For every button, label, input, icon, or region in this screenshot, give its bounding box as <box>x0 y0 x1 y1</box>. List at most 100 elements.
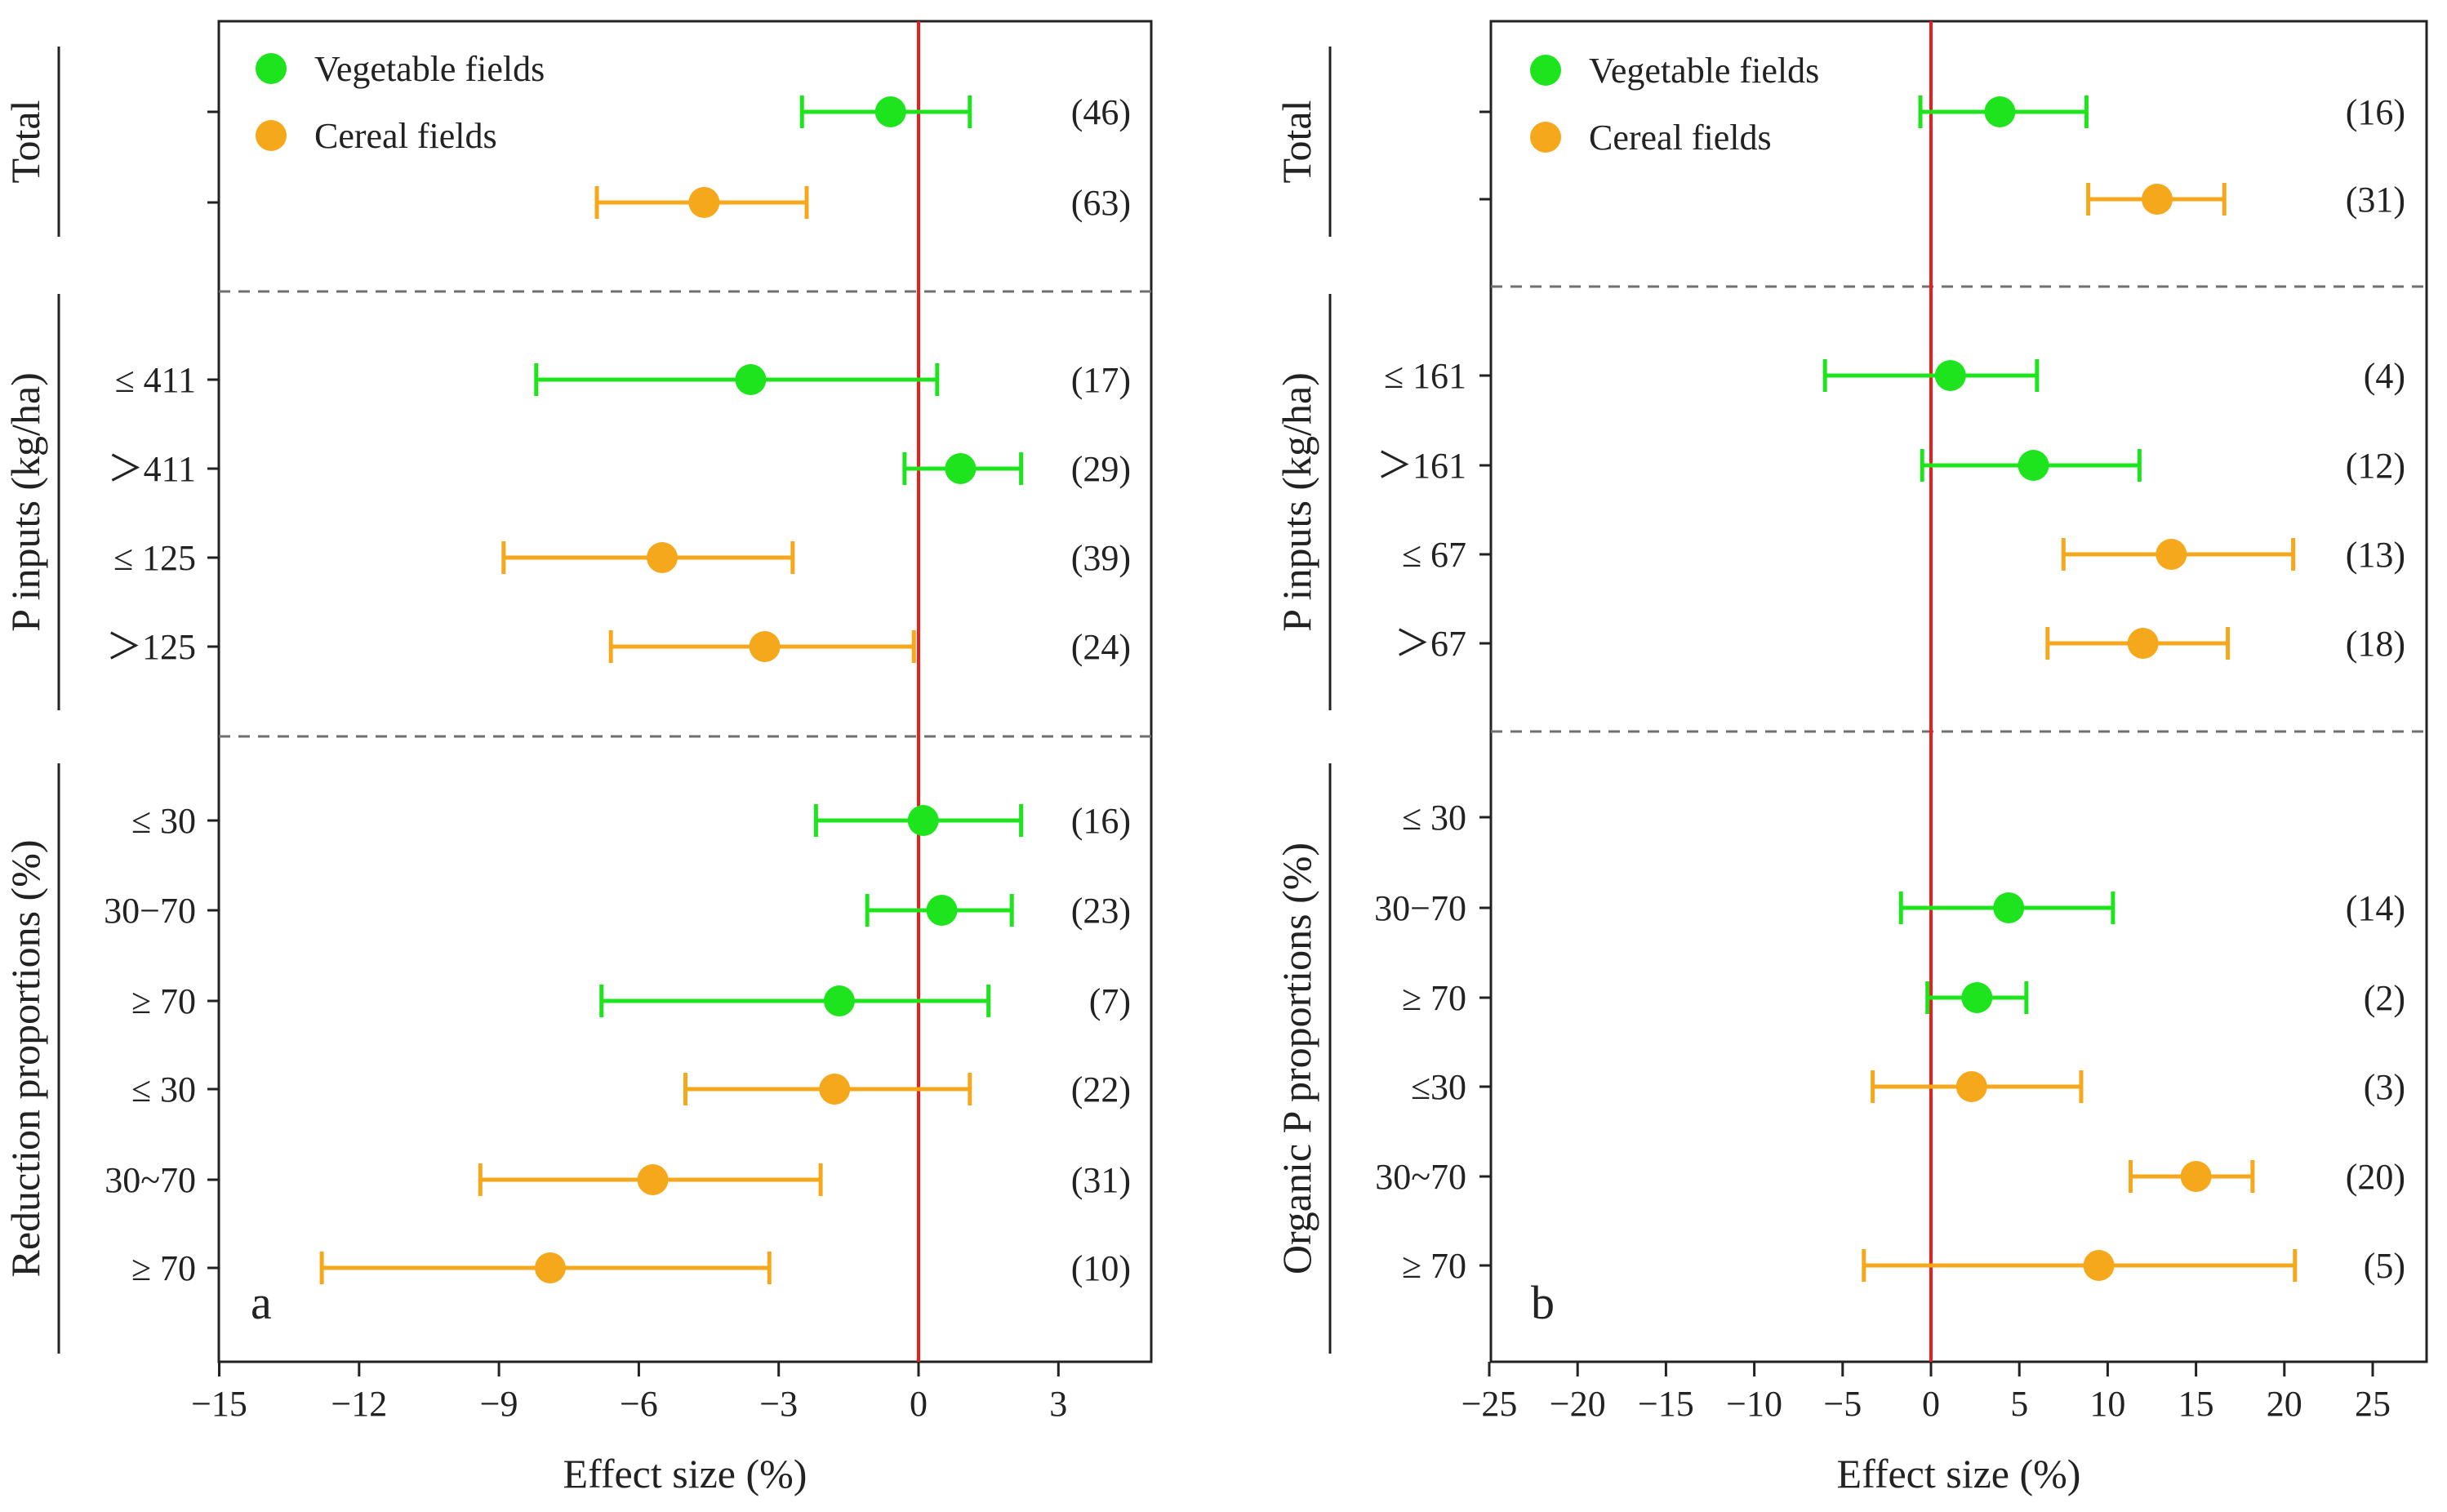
mean-point <box>819 1074 851 1105</box>
mean-point <box>749 631 781 662</box>
x-tick-label: −3 <box>759 1384 798 1424</box>
mean-point <box>2180 1161 2212 1192</box>
estimate-cereal <box>1871 1070 2084 1103</box>
row-label: ＞67 <box>1395 624 1466 664</box>
x-axis-title: Effect size (%) <box>1837 1451 2081 1496</box>
panel-letter: b <box>1531 1276 1555 1329</box>
estimate-cereal <box>501 541 795 574</box>
sample-count: (18) <box>2346 624 2405 664</box>
panel-letter: a <box>251 1276 272 1329</box>
x-tick-label: 20 <box>2267 1384 2302 1424</box>
x-tick-label: 5 <box>2010 1384 2028 1424</box>
row-label: ≥ 70 <box>1402 978 1466 1018</box>
x-tick-label: −12 <box>331 1384 387 1424</box>
sample-count: (7) <box>1089 981 1131 1021</box>
x-tick-label: −6 <box>620 1384 658 1424</box>
row-label: ＞161 <box>1377 446 1466 486</box>
row-label: ≤ 67 <box>1402 535 1466 575</box>
row-label: ≤ 30 <box>131 1070 196 1110</box>
row-label: ≤30 <box>1411 1067 1466 1107</box>
x-tick-label: −15 <box>1638 1384 1694 1424</box>
estimate-cereal <box>1862 1249 2298 1282</box>
group-label: Total <box>1274 100 1319 183</box>
x-tick-label: 15 <box>2178 1384 2214 1424</box>
sample-count: (16) <box>1071 801 1131 841</box>
legend-cereal-label: Cereal fields <box>1589 118 1772 158</box>
x-tick-label: −9 <box>480 1384 518 1424</box>
x-tick-label: 10 <box>2089 1384 2125 1424</box>
sample-count: (3) <box>2364 1067 2405 1107</box>
sample-count: (4) <box>2364 356 2405 396</box>
mean-point <box>534 1252 566 1283</box>
sample-count: (10) <box>1071 1248 1131 1288</box>
row-label: ≤ 125 <box>113 538 196 578</box>
mean-point <box>1961 982 1993 1013</box>
mean-point <box>1993 892 2025 923</box>
sample-count: (31) <box>1071 1160 1131 1200</box>
estimate-cereal <box>2129 1160 2255 1193</box>
row-label: ≤ 161 <box>1384 356 1466 396</box>
plot-frame <box>1489 20 2428 1363</box>
mean-point <box>945 453 977 484</box>
legend-vegetable-marker <box>1530 55 1561 86</box>
estimate-cereal <box>319 1252 772 1284</box>
estimate-cereal <box>2086 183 2227 216</box>
mean-point <box>688 187 720 218</box>
x-tick-label: −20 <box>1550 1384 1606 1424</box>
group-label: Organic P proportions (%) <box>1274 843 1319 1274</box>
group-label: P inputs (kg/ha) <box>1274 372 1319 632</box>
estimate-vegetable <box>1925 981 2029 1014</box>
mean-point <box>2083 1250 2115 1281</box>
estimate-cereal <box>683 1073 972 1105</box>
sample-count: (24) <box>1071 627 1131 667</box>
legend-vegetable-label: Vegetable fields <box>1589 51 1819 91</box>
group-label: P inputs (kg/ha) <box>2 372 48 632</box>
panel-b: −25 −20 −15 −10 −5 0 5 10 15 20 25 Effect size (%) V… <box>1274 20 2428 1496</box>
sample-count: (16) <box>2346 92 2405 132</box>
mean-point <box>646 542 678 573</box>
row-label: ≥ 70 <box>1402 1246 1466 1286</box>
legend-cereal-label: Cereal fields <box>314 116 497 156</box>
legend-cereal-marker <box>1530 122 1561 153</box>
row-label: 30−70 <box>1374 888 1466 928</box>
sample-count: (29) <box>1071 449 1131 489</box>
x-tick-label: −25 <box>1462 1384 1518 1424</box>
row-label: 30−70 <box>104 891 196 931</box>
estimate-vegetable <box>1822 359 2040 392</box>
mean-point <box>2127 628 2159 659</box>
estimate-vegetable <box>534 363 940 396</box>
row-label: ＞125 <box>106 627 196 667</box>
row-label: ≤ 30 <box>131 801 196 841</box>
row-label: ≤ 30 <box>1402 798 1466 838</box>
mean-point <box>2141 184 2173 215</box>
row-label: ≥ 70 <box>131 981 196 1021</box>
estimate-vegetable <box>599 985 991 1017</box>
sample-count: (12) <box>2346 446 2405 486</box>
plot-frame <box>217 20 1153 1363</box>
sample-count: (63) <box>1071 183 1131 223</box>
mean-point <box>2156 539 2187 570</box>
mean-point <box>2018 450 2049 481</box>
group-label: Reduction proportions (%) <box>2 839 48 1277</box>
sample-count: (2) <box>2364 978 2405 1018</box>
sample-count: (22) <box>1071 1070 1131 1110</box>
row-label: ＞411 <box>108 449 196 489</box>
estimate-cereal <box>478 1163 823 1196</box>
estimate-vegetable <box>813 804 1024 837</box>
row-label: 30~70 <box>1375 1157 1466 1197</box>
estimate-vegetable <box>799 96 972 128</box>
sample-count: (13) <box>2346 535 2405 575</box>
mean-point <box>874 96 906 127</box>
sample-count: (31) <box>2346 180 2405 220</box>
x-tick-label: 0 <box>1922 1384 1940 1424</box>
sample-count: (20) <box>2346 1157 2405 1197</box>
legend-vegetable-marker <box>256 53 287 84</box>
estimate-vegetable <box>1918 96 2089 128</box>
sample-count: (17) <box>1071 360 1131 400</box>
x-tick-label: 0 <box>910 1384 928 1424</box>
sample-count: (46) <box>1071 92 1131 132</box>
x-tick-label: 3 <box>1049 1384 1067 1424</box>
sample-count: (14) <box>2346 888 2405 928</box>
estimate-vegetable <box>1898 892 2116 924</box>
